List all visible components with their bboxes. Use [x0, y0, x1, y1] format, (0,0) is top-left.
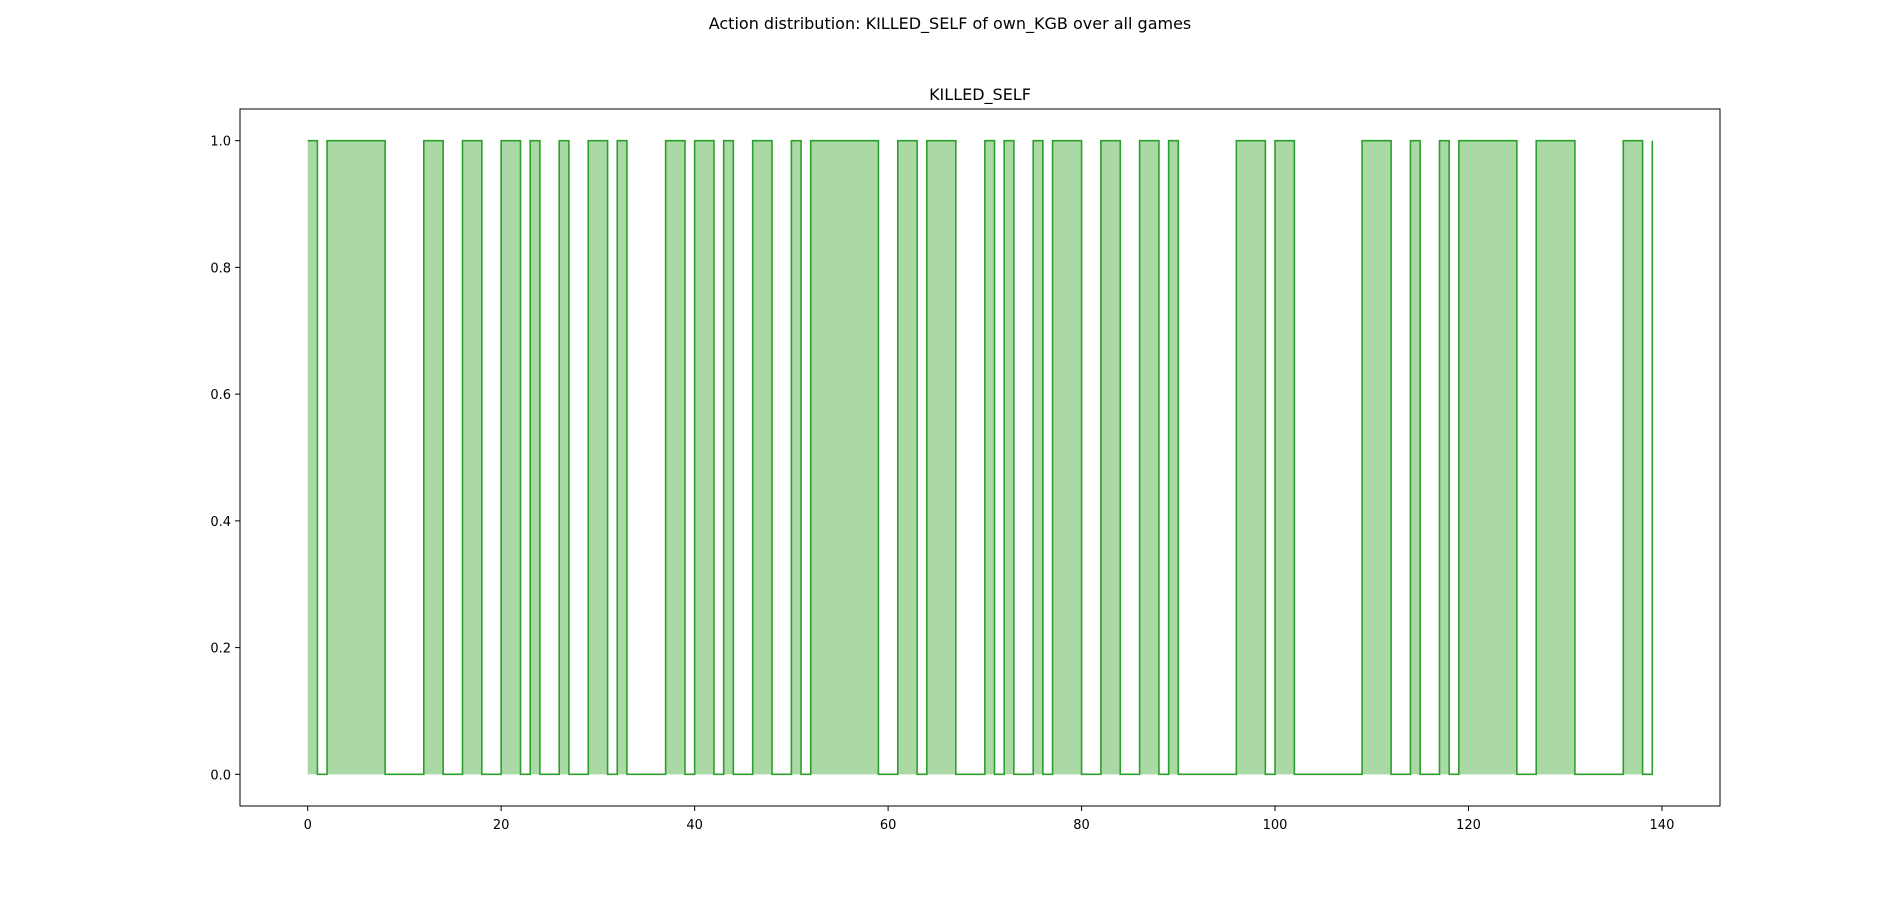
x-tick-label: 140	[1650, 818, 1675, 833]
x-tick-label: 0	[304, 818, 312, 833]
y-tick-label: 0.0	[210, 768, 231, 783]
series-line	[307, 139, 1654, 776]
axes-frame	[239, 108, 1721, 807]
x-tick-label: 120	[1456, 818, 1481, 833]
y-tick-label: 1.0	[210, 135, 231, 150]
figure-suptitle: Action distribution: KILLED_SELF of own_…	[708, 14, 1192, 33]
series-area-layer	[307, 140, 1653, 775]
x-tick-label: 40	[686, 818, 703, 833]
x-axis: 0 20 40 60 80 100 120 140	[304, 806, 1675, 833]
series-line-layer	[307, 139, 1654, 776]
x-tick-label: 20	[493, 818, 510, 833]
y-tick-label: 0.8	[210, 261, 231, 276]
x-tick-label: 80	[1073, 818, 1090, 833]
series-area	[307, 140, 1653, 775]
x-tick-label: 100	[1263, 818, 1288, 833]
x-tick-label: 60	[880, 818, 897, 833]
y-tick-label: 0.4	[210, 515, 231, 530]
y-tick-label: 0.6	[210, 388, 231, 403]
y-tick-label: 0.2	[210, 642, 231, 657]
y-axis: 0.0 0.2 0.4 0.6 0.8 1.0	[210, 135, 240, 783]
chart-title: KILLED_SELF	[929, 85, 1031, 105]
